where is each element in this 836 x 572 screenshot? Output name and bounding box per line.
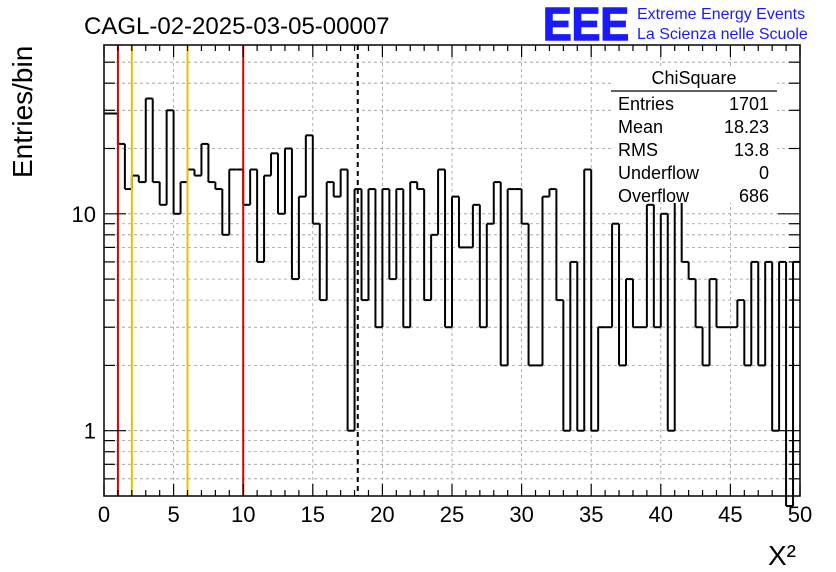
stats-value: 686: [739, 186, 769, 206]
y-axis-label: Entries/bin: [7, 46, 38, 178]
stats-label: RMS: [618, 140, 658, 160]
axis-ticks: 0 5 10 15 20 25 30 35 40 45 50 1 10: [72, 45, 812, 527]
x-tick-label: 30: [509, 502, 533, 527]
stats-value: 18.23: [724, 117, 769, 137]
x-axis-label: X²: [768, 540, 796, 571]
x-tick-label: 50: [788, 502, 812, 527]
eee-logo-mark: EEE: [543, 0, 629, 50]
x-tick-label: 35: [579, 502, 603, 527]
x-tick-label: 45: [718, 502, 742, 527]
x-tick-label: 10: [231, 502, 255, 527]
stats-label: Entries: [618, 94, 674, 114]
stats-label: Mean: [618, 117, 663, 137]
stats-value: 1701: [729, 94, 769, 114]
reference-lines: [116, 45, 359, 496]
x-tick-label: 25: [440, 502, 464, 527]
histogram-series: [104, 97, 800, 507]
eee-logo: EEE Extreme Energy Events La Scienza nel…: [542, 0, 808, 51]
y-tick-label: 10: [72, 202, 96, 227]
x-tick-label: 40: [649, 502, 673, 527]
run-title: CAGL-02-2025-03-05-00007: [84, 13, 390, 40]
x-tick-label: 20: [370, 502, 394, 527]
stats-box: ChiSquare Entries 1701 Mean 18.23 RMS 13.8 Und…: [611, 68, 777, 206]
x-tick-label: 5: [167, 502, 179, 527]
x-tick-label: 0: [98, 502, 110, 527]
stats-value: 0: [759, 163, 769, 183]
x-tick-label: 15: [301, 502, 325, 527]
stats-label: Overflow: [618, 186, 690, 206]
stats-label: Underflow: [618, 163, 700, 183]
stats-title: ChiSquare: [651, 68, 736, 88]
eee-logo-line2: La Scienza nelle Scuole: [637, 26, 808, 43]
y-tick-label: 1: [84, 419, 96, 444]
eee-logo-line1: Extreme Energy Events: [637, 6, 805, 23]
stats-value: 13.8: [734, 140, 769, 160]
